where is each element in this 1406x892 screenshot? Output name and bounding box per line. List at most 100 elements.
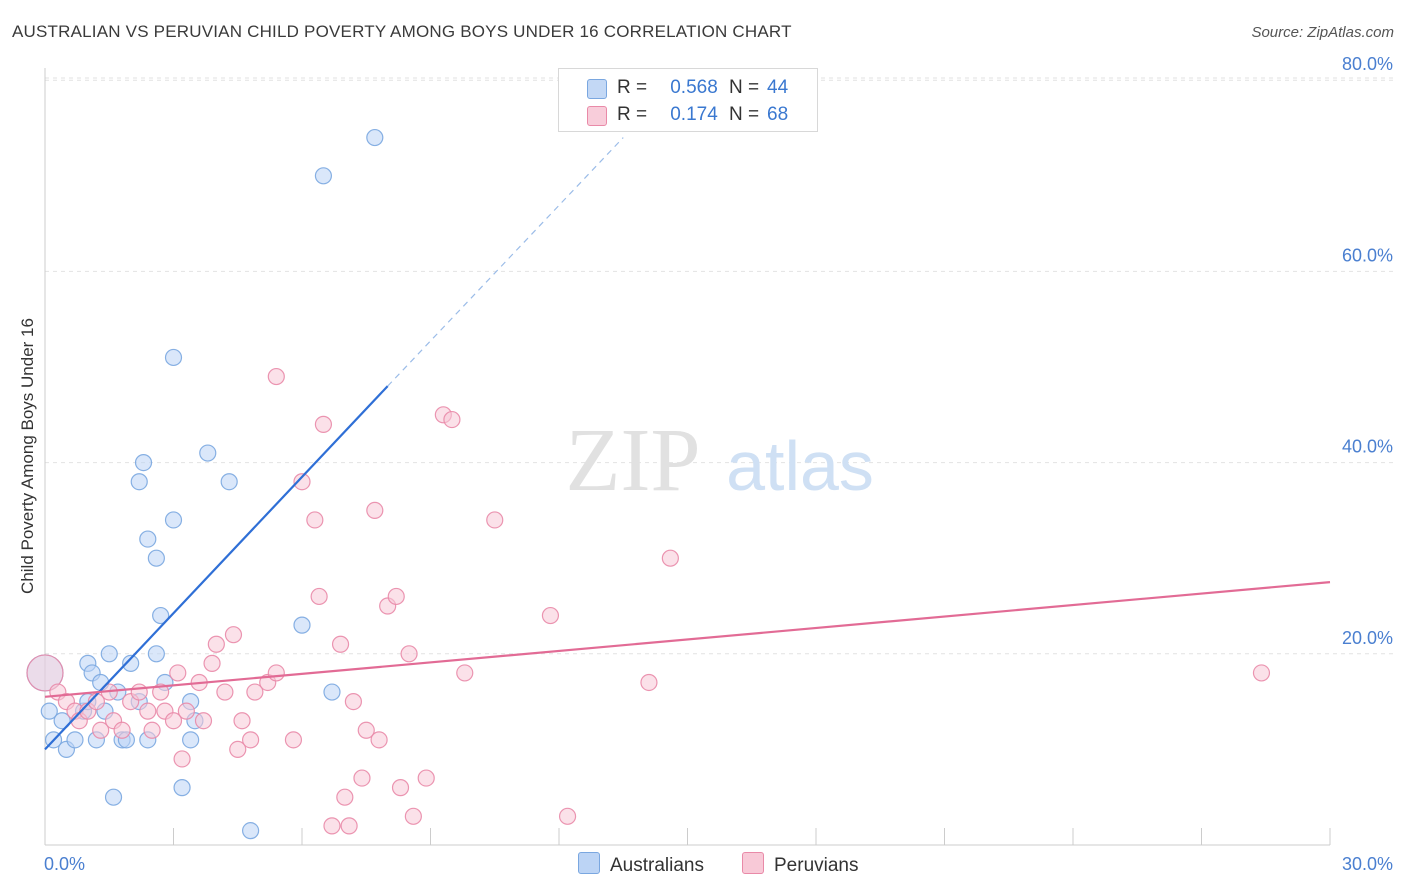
peruvians-point (26, 654, 64, 692)
y-tick-label: 60.0% (1342, 245, 1393, 265)
peruvians-point (293, 473, 311, 491)
peruvians-point (203, 654, 221, 672)
peruvians-point (216, 683, 234, 701)
australians-point (139, 530, 157, 548)
peruvians-regression-line (44, 581, 1331, 698)
australians-point (164, 348, 183, 367)
peruvians-point (306, 511, 324, 529)
axes (44, 68, 1331, 846)
peruvians-point (207, 635, 225, 653)
australians-point (314, 167, 333, 185)
australians-point (366, 128, 384, 147)
australians-point (323, 683, 341, 701)
peruvians-point (400, 645, 418, 663)
peruvians-point (387, 587, 405, 606)
australians-regression-extension (387, 137, 624, 387)
peruvians-point (310, 587, 328, 606)
peruvians-point (353, 769, 371, 787)
peruvians-point (1252, 664, 1271, 682)
peruvians-point (130, 683, 148, 701)
peruvians-point (323, 817, 341, 835)
australians-point (100, 645, 118, 663)
australians-point (220, 473, 238, 491)
y-tick-label: 20.0% (1342, 628, 1393, 648)
peruvians-point (139, 702, 157, 720)
australians-point (199, 444, 217, 462)
peruvians-point (456, 664, 474, 682)
chart-title: AUSTRALIAN VS PERUVIAN CHILD POVERTY AMO… (12, 22, 792, 41)
legend-n-value: 44 (767, 77, 789, 98)
peruvians-point (233, 712, 251, 730)
watermark-atlas: atlas (726, 427, 874, 505)
peruvians-point (443, 410, 461, 429)
bottom-legend-peruvians: Peruvians (742, 852, 859, 877)
chart-source: Source: ZipAtlas.com (1251, 24, 1394, 41)
australians-regression-line (44, 385, 389, 751)
australians-point (182, 731, 200, 749)
australians-point (40, 702, 58, 720)
legend-n-label: N = (729, 104, 760, 125)
peruvians-point (143, 721, 161, 739)
peruvians-point (486, 511, 504, 529)
peruvians-point (391, 779, 410, 797)
regression-lines (44, 137, 1331, 751)
peruvians-point (340, 817, 358, 835)
legend-r-value: 0.174 (670, 104, 718, 125)
data-points (26, 128, 1271, 840)
peruvians-point (640, 673, 658, 692)
australians-point (134, 454, 153, 472)
legend-r-label: R = (617, 104, 648, 125)
peruvians-point (242, 731, 260, 749)
peruvians-point (92, 721, 110, 739)
peruvians-point (314, 415, 333, 433)
peruvians-point (284, 731, 303, 749)
peruvians-point (267, 664, 285, 682)
bottom-legend-swatch-peruvians (742, 852, 764, 874)
watermark-zip: ZIP (566, 411, 701, 510)
legend-n-value: 68 (767, 104, 789, 125)
australians-point (173, 779, 191, 797)
y-tick-label: 80.0% (1342, 54, 1393, 74)
australians-point (122, 654, 140, 672)
australians-point (242, 822, 260, 840)
peruvians-point (113, 721, 131, 739)
australians-point (293, 616, 311, 634)
peruvians-point (336, 788, 354, 806)
bottom-legend-swatch-australians (578, 852, 600, 874)
australians-point (53, 712, 71, 730)
peruvians-point (229, 740, 247, 759)
australians-point (147, 645, 165, 663)
australians-point (66, 731, 84, 749)
watermark: ZIP atlas (566, 411, 874, 510)
y-axis-label: Child Poverty Among Boys Under 16 (18, 318, 37, 594)
australians-point (130, 473, 148, 491)
peruvians-point (152, 683, 170, 701)
australians-point (152, 606, 170, 625)
australians-point (164, 511, 183, 529)
peruvians-point (366, 501, 384, 519)
peruvians-point (169, 664, 187, 682)
peruvians-point (164, 712, 183, 730)
x-tick-label: 30.0% (1342, 854, 1393, 874)
peruvians-point (417, 769, 435, 787)
legend-swatch-australians (587, 79, 607, 99)
peruvians-point (558, 807, 577, 825)
legend-n-label: N = (729, 77, 760, 98)
grid-lines (45, 77, 1395, 655)
peruvians-point (541, 606, 560, 625)
peruvians-point (246, 683, 264, 701)
bottom-legend-label-australians: Australians (610, 855, 704, 876)
peruvians-point (194, 712, 213, 730)
x-tick-label: 0.0% (44, 854, 85, 874)
legend-r-value: 0.568 (670, 77, 718, 98)
tick-labels: 20.0% 40.0% 60.0% 80.0% 0.0% 30.0% (44, 54, 1393, 874)
bottom-legend-label-peruvians: Peruvians (774, 855, 859, 876)
peruvians-point (267, 367, 285, 386)
australians-point (104, 788, 123, 806)
legend-swatch-peruvians (587, 106, 607, 126)
peruvians-point (344, 692, 362, 711)
peruvians-point (173, 750, 191, 768)
peruvians-point (661, 549, 679, 567)
peruvians-point (357, 721, 375, 739)
